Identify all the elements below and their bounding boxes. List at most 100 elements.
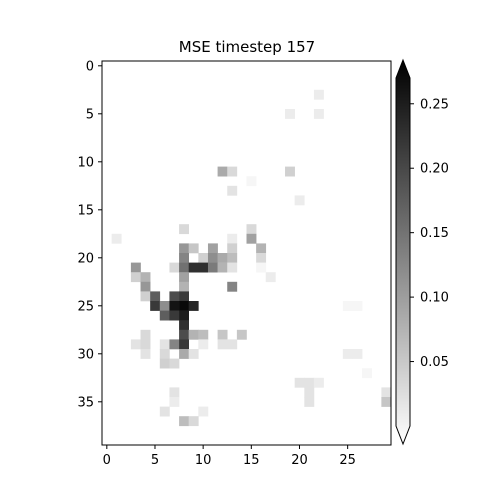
- heatmap-cell: [188, 349, 199, 359]
- heatmap-cell: [217, 253, 228, 263]
- heatmap-cell: [140, 291, 151, 302]
- heatmap-cell: [111, 233, 122, 244]
- heatmap-cell: [159, 358, 170, 369]
- heatmap-cell: [352, 301, 363, 311]
- colorbar-tick-label: 0.25: [420, 97, 449, 112]
- heatmap-cell: [227, 262, 238, 273]
- heatmap-cell: [179, 320, 189, 331]
- colorbar-gradient: [395, 58, 411, 446]
- x-tick-label: 10: [195, 453, 212, 468]
- y-tick-label: 0: [86, 59, 94, 74]
- heatmap-cell: [169, 387, 180, 398]
- x-axis: 0 5 10 15 20 25: [103, 445, 356, 468]
- heatmap-cell: [140, 329, 151, 340]
- heatmap-cell: [130, 272, 141, 283]
- heatmap-cell: [179, 349, 189, 359]
- heatmap-cell: [159, 349, 170, 359]
- heatmap-cell: [140, 349, 151, 359]
- heatmap-cell: [179, 291, 189, 302]
- heatmap-cell: [179, 301, 189, 311]
- heatmap-cell: [188, 301, 199, 311]
- x-tick-label: 20: [291, 453, 308, 468]
- heatmap-cell: [304, 377, 315, 388]
- colorbar-tick-label: 0.05: [420, 355, 449, 370]
- heatmap-cell: [169, 262, 180, 273]
- y-tick-label: 15: [77, 203, 94, 218]
- heatmap-cell: [179, 224, 189, 235]
- heatmap-cell: [313, 109, 324, 119]
- heatmap-cell: [285, 109, 295, 119]
- heatmap-cell: [179, 253, 189, 263]
- heatmap-cell: [179, 310, 189, 321]
- heatmap-cell: [304, 397, 315, 407]
- heatmap-cell: [227, 233, 238, 244]
- heatmap-cell: [256, 253, 267, 263]
- x-tick-label: 0: [103, 453, 111, 468]
- heatmap-cell: [169, 358, 180, 369]
- heatmap-cell: [198, 262, 209, 273]
- heatmap-cell: [294, 377, 305, 388]
- heatmap-cell: [256, 243, 267, 254]
- heatmap-cell: [159, 301, 170, 311]
- heatmap-cell: [179, 416, 189, 427]
- y-tick-label: 25: [77, 299, 94, 314]
- heatmap-cell: [198, 253, 209, 263]
- heatmap-cell: [188, 329, 199, 340]
- y-tick-label: 20: [77, 251, 94, 266]
- heatmap-cell: [169, 310, 180, 321]
- heatmap-cell: [246, 233, 257, 244]
- heatmap-cell: [130, 339, 141, 350]
- heatmap-cell: [169, 301, 180, 311]
- chart-title: MSE timestep 157: [179, 38, 315, 56]
- heatmap-cell: [246, 224, 257, 235]
- heatmap-cell: [179, 281, 189, 292]
- heatmap-cell: [150, 301, 161, 311]
- colorbar-tick-label: 0.15: [420, 226, 449, 241]
- heatmap-cell: [342, 301, 353, 311]
- heatmap-cell: [169, 291, 180, 302]
- heatmap-cell: [159, 310, 170, 321]
- heatmap-cell: [169, 397, 180, 407]
- heatmap-cell: [169, 339, 180, 350]
- y-tick-label: 5: [86, 107, 94, 122]
- x-tick-label: 15: [243, 453, 260, 468]
- x-tick-label: 25: [339, 453, 356, 468]
- heatmap-cell: [227, 281, 238, 292]
- heatmap-cell: [217, 262, 228, 273]
- heatmap-cell: [217, 329, 228, 340]
- heatmap-cell: [304, 387, 315, 398]
- heatmap-cell: [342, 349, 353, 359]
- heatmap-cell: [150, 291, 161, 302]
- heatmap-cells: [111, 89, 392, 427]
- heatmap-cell: [381, 387, 392, 398]
- y-tick-label: 35: [77, 395, 94, 410]
- heatmap-cell: [179, 243, 189, 254]
- heatmap-cell: [227, 166, 238, 177]
- y-axis: 0 5 10 15 20 25 30 35: [77, 59, 102, 410]
- heatmap-cell: [227, 243, 238, 254]
- heatmap-cell: [352, 349, 363, 359]
- heatmap-cell: [198, 329, 209, 340]
- heatmap-cell: [313, 89, 324, 100]
- heatmap-cell: [236, 329, 247, 340]
- colorbar-tick-label: 0.10: [420, 291, 449, 306]
- heatmap-cell: [207, 243, 218, 254]
- y-tick-label: 30: [77, 347, 94, 362]
- heatmap-cell: [188, 262, 199, 273]
- heatmap-cell: [285, 166, 295, 177]
- heatmap-cell: [188, 416, 199, 427]
- heatmap-cell: [265, 272, 276, 283]
- y-tick-label: 10: [77, 155, 94, 170]
- heatmap-cell: [140, 281, 151, 292]
- heatmap-cell: [246, 176, 257, 187]
- heatmap-cell: [130, 262, 141, 273]
- heatmap-cell: [227, 253, 238, 263]
- heatmap-cell: [227, 185, 238, 196]
- x-tick-label: 5: [151, 453, 159, 468]
- heatmap-cell: [207, 262, 218, 273]
- heatmap-cell: [227, 339, 238, 350]
- heatmap-cell: [313, 377, 324, 388]
- heatmap-cell: [179, 329, 189, 340]
- heatmap-cell: [179, 339, 189, 350]
- heatmap-cell: [140, 339, 151, 350]
